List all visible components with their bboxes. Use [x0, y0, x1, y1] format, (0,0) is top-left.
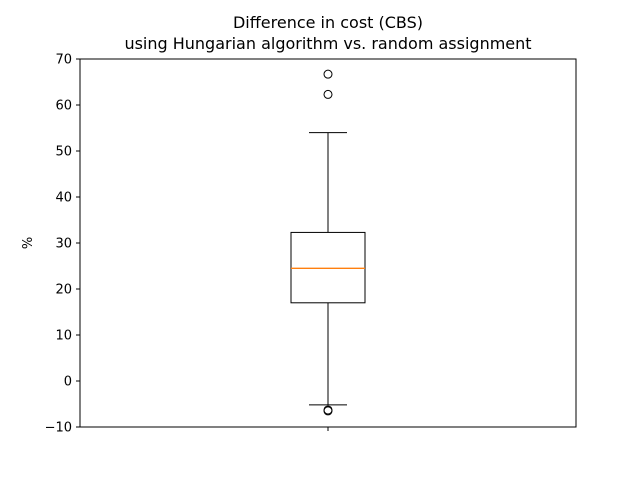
y-tick-label: −10 [45, 421, 72, 436]
y-tick-label: 10 [55, 329, 72, 344]
y-tick-label: 50 [55, 145, 72, 160]
chart-title: Difference in cost (CBS) [233, 13, 423, 32]
outlier-point [323, 89, 333, 99]
y-tick-label: 20 [55, 283, 72, 298]
y-tick-label: 70 [55, 53, 72, 68]
y-tick-label: 0 [64, 375, 72, 390]
box-plot [290, 69, 366, 416]
y-tick-label: 60 [55, 99, 72, 114]
chart-subtitle: using Hungarian algorithm vs. random ass… [124, 34, 531, 53]
y-axis-label: % [21, 237, 36, 249]
iqr-box [290, 231, 366, 304]
y-axis: −10 0 10 20 30 40 50 60 70 [45, 53, 80, 436]
outlier-point [323, 406, 333, 416]
y-tick-label: 40 [55, 191, 72, 206]
outlier-point [323, 69, 333, 79]
y-tick-label: 30 [55, 237, 72, 252]
